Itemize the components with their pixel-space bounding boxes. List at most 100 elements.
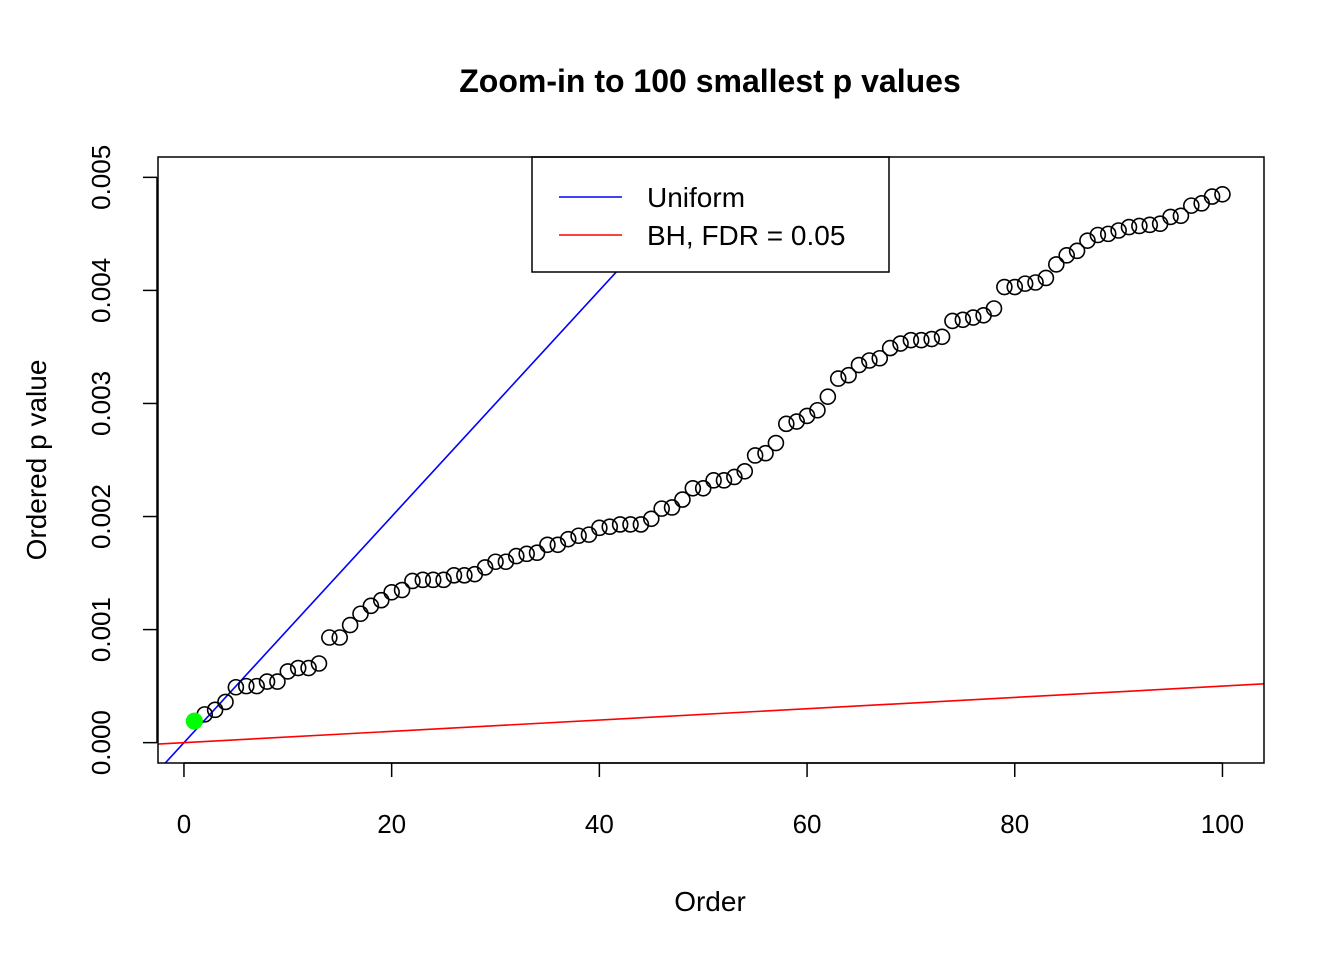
data-point (1151, 215, 1169, 233)
data-point (996, 278, 1013, 296)
data-point (861, 352, 878, 369)
data-point (518, 545, 535, 563)
data-point (539, 536, 556, 554)
data-point (445, 567, 463, 584)
x-tick-label: 0 (177, 809, 191, 839)
data-point (206, 701, 224, 719)
data-point (767, 434, 785, 452)
y-tick-label: 0.004 (86, 258, 116, 323)
data-point (300, 659, 317, 677)
data-point (1037, 269, 1055, 287)
y-axis-label: Ordered p value (21, 360, 52, 561)
data-point (622, 516, 639, 533)
data-point (352, 605, 369, 623)
data-point (404, 572, 421, 590)
data-point (1214, 186, 1231, 203)
data-point (435, 571, 452, 589)
highlight-layer (185, 712, 203, 730)
data-point (954, 311, 972, 329)
data-point (809, 401, 826, 419)
data-point (975, 306, 992, 324)
data-point (829, 370, 847, 387)
data-point (840, 366, 857, 384)
data-point (736, 463, 754, 480)
data-point (1099, 225, 1117, 243)
data-point (237, 677, 255, 695)
data-point (1016, 275, 1034, 292)
data-point (279, 663, 297, 680)
uniform-line (164, 157, 723, 763)
data-point (456, 567, 473, 584)
data-point (746, 447, 764, 464)
data-point (642, 510, 660, 528)
data-point (248, 677, 265, 695)
data-point (383, 583, 400, 601)
data-point (1089, 226, 1107, 244)
data-point (902, 331, 920, 349)
data-point (777, 415, 795, 433)
data-point (1162, 208, 1179, 226)
data-point (1141, 216, 1159, 234)
data-point (1203, 188, 1221, 205)
data-point (362, 597, 380, 615)
data-point (466, 565, 484, 583)
data-point (528, 544, 546, 562)
data-point (653, 500, 670, 517)
data-point (715, 472, 733, 489)
data-point (414, 571, 432, 589)
data-point (570, 527, 587, 545)
data-point (227, 678, 245, 696)
plot-frame (157, 156, 1265, 764)
data-point (985, 300, 1003, 317)
data-point (757, 444, 774, 462)
data-point (964, 309, 982, 326)
x-axis: 0 20 40 60 80 100 (177, 762, 1244, 839)
legend-label-uniform: Uniform (647, 182, 745, 213)
data-point (507, 547, 525, 565)
legend-label-bh: BH, FDR = 0.05 (647, 220, 845, 251)
data-point (289, 659, 307, 677)
x-tick-label: 100 (1201, 809, 1244, 839)
highlight-point (185, 712, 203, 730)
bh-line (158, 683, 1264, 745)
data-point (663, 499, 681, 516)
data-point (1068, 242, 1086, 260)
data-point (258, 673, 276, 690)
data-point (580, 526, 598, 543)
x-tick-label: 60 (793, 809, 822, 839)
data-point (1058, 247, 1075, 264)
y-tick-label: 0.000 (86, 710, 116, 775)
data-point (497, 553, 515, 571)
data-point (944, 312, 961, 330)
y-tick-label: 0.003 (86, 371, 116, 436)
data-point (1120, 218, 1138, 236)
data-point (892, 335, 909, 352)
data-point (487, 553, 504, 571)
data-points (186, 186, 1231, 730)
data-point (611, 516, 629, 533)
data-point (923, 330, 940, 348)
data-point (1027, 274, 1044, 291)
data-point (726, 468, 743, 486)
x-tick-label: 40 (585, 809, 614, 839)
data-point (601, 518, 619, 536)
data-point (871, 349, 889, 367)
x-axis-label: Order (674, 886, 746, 917)
data-point (1172, 207, 1190, 225)
data-point (1110, 222, 1127, 239)
reference-lines (158, 157, 1264, 763)
data-point (310, 655, 328, 672)
data-point (321, 629, 338, 646)
y-tick-label: 0.005 (86, 145, 116, 210)
data-point (331, 629, 349, 646)
data-point (798, 407, 816, 425)
data-point (269, 673, 286, 690)
data-point (788, 413, 805, 430)
data-point (933, 328, 951, 346)
data-point (1131, 217, 1148, 235)
y-tick-label: 0.002 (86, 484, 116, 549)
data-point (372, 591, 390, 609)
data-point (341, 616, 359, 634)
data-point (1048, 256, 1065, 273)
legend-box (531, 156, 890, 273)
